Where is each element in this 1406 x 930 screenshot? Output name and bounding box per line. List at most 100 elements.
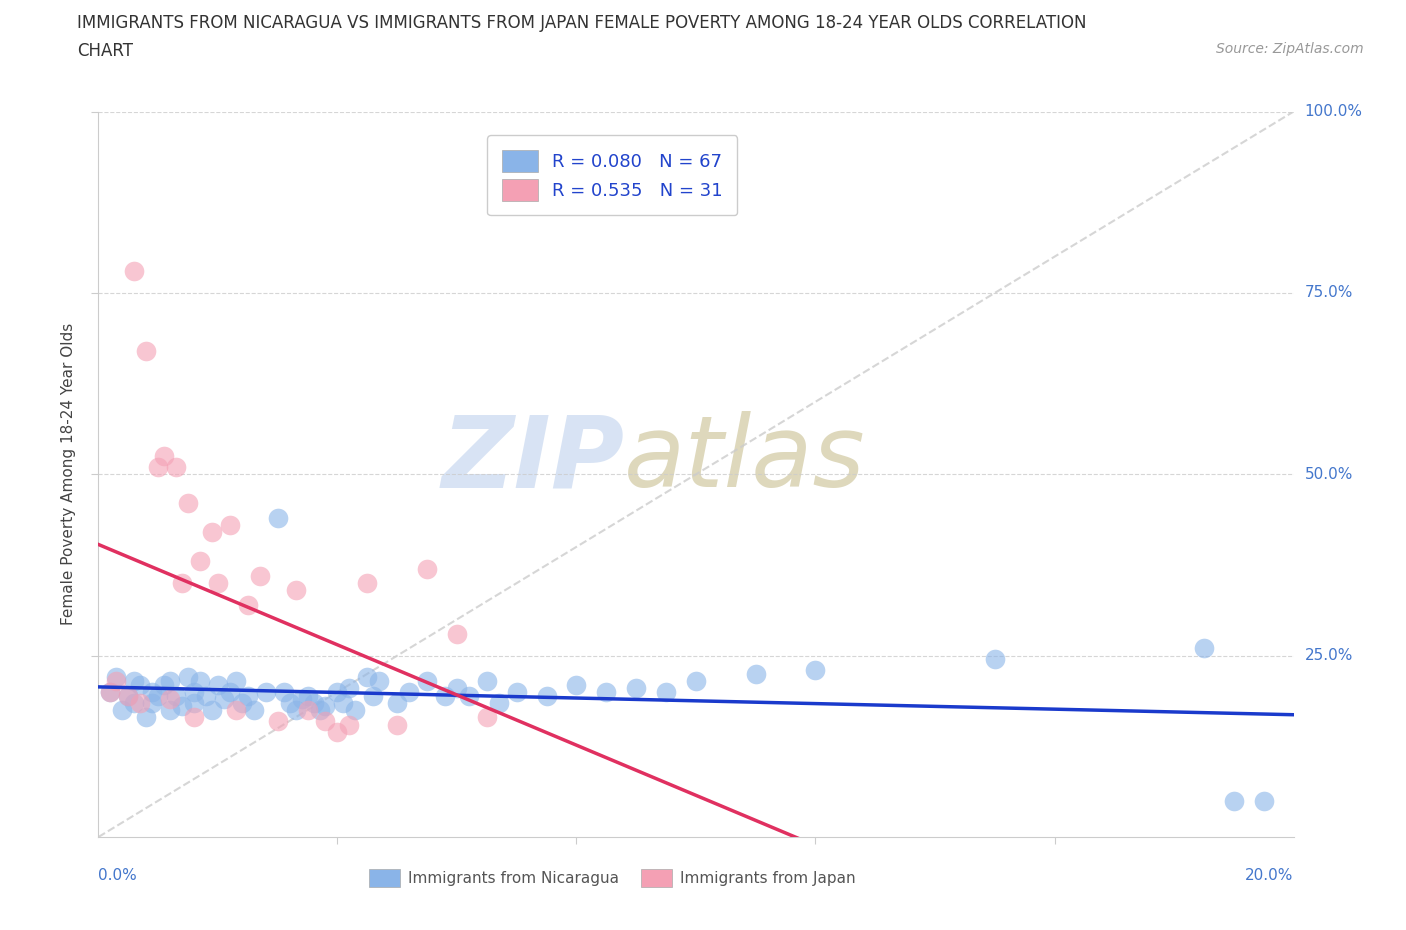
Point <box>117 688 139 703</box>
Point <box>183 696 205 711</box>
Text: 20.0%: 20.0% <box>1246 868 1294 883</box>
Point <box>141 684 163 699</box>
Text: 100.0%: 100.0% <box>1305 104 1362 119</box>
Point <box>236 597 259 612</box>
Point <box>212 692 235 707</box>
Point <box>1192 641 1215 656</box>
Point <box>655 684 678 699</box>
Point <box>595 684 617 699</box>
Point <box>536 688 558 703</box>
Point <box>434 688 457 703</box>
Point <box>363 688 385 703</box>
Point <box>804 663 827 678</box>
Text: CHART: CHART <box>77 42 134 60</box>
Point <box>475 673 498 688</box>
Point <box>416 561 439 576</box>
Point <box>141 696 163 711</box>
Point <box>1253 793 1275 808</box>
Point <box>385 717 409 732</box>
Point <box>398 684 420 699</box>
Point <box>195 688 218 703</box>
Text: 25.0%: 25.0% <box>1305 648 1353 663</box>
Point <box>165 459 187 474</box>
Point <box>984 652 1007 667</box>
Point <box>188 673 211 688</box>
Point <box>129 696 152 711</box>
Point <box>124 264 146 279</box>
Point <box>339 717 361 732</box>
Point <box>201 703 224 718</box>
Point <box>225 703 247 718</box>
Point <box>159 692 181 707</box>
Point <box>267 713 290 728</box>
Point <box>188 554 211 569</box>
Point <box>273 684 295 699</box>
Point <box>231 696 253 711</box>
Point <box>297 688 319 703</box>
Point <box>1223 793 1246 808</box>
Point <box>356 576 378 591</box>
Point <box>368 673 391 688</box>
Point <box>506 684 529 699</box>
Point <box>278 696 301 711</box>
Legend: Immigrants from Nicaragua, Immigrants from Japan: Immigrants from Nicaragua, Immigrants fr… <box>370 869 855 887</box>
Point <box>267 511 290 525</box>
Point <box>201 525 224 539</box>
Point <box>308 703 330 718</box>
Point <box>183 684 205 699</box>
Point <box>148 688 170 703</box>
Point <box>291 692 314 707</box>
Point <box>458 688 481 703</box>
Point <box>124 696 146 711</box>
Point <box>98 684 122 699</box>
Point <box>315 699 337 714</box>
Point <box>356 670 378 684</box>
Point <box>105 673 128 688</box>
Point <box>385 696 409 711</box>
Point <box>302 696 325 711</box>
Point <box>565 677 588 692</box>
Point <box>339 681 361 696</box>
Point <box>135 343 157 358</box>
Point <box>236 688 259 703</box>
Point <box>183 710 205 724</box>
Point <box>326 724 349 739</box>
Point <box>332 696 354 711</box>
Point <box>685 673 707 688</box>
Point <box>446 681 468 696</box>
Text: 50.0%: 50.0% <box>1305 467 1353 482</box>
Point <box>284 583 307 598</box>
Text: atlas: atlas <box>624 411 866 509</box>
Text: 0.0%: 0.0% <box>98 868 138 883</box>
Point <box>159 673 181 688</box>
Point <box>117 688 139 703</box>
Point <box>416 673 439 688</box>
Point <box>159 703 181 718</box>
Point <box>105 670 128 684</box>
Point <box>745 666 768 681</box>
Point <box>219 518 242 533</box>
Point <box>111 703 134 718</box>
Point <box>177 496 200 511</box>
Y-axis label: Female Poverty Among 18-24 Year Olds: Female Poverty Among 18-24 Year Olds <box>60 324 76 626</box>
Text: IMMIGRANTS FROM NICARAGUA VS IMMIGRANTS FROM JAPAN FEMALE POVERTY AMONG 18-24 YE: IMMIGRANTS FROM NICARAGUA VS IMMIGRANTS … <box>77 14 1087 32</box>
Point <box>475 710 498 724</box>
Point <box>315 713 337 728</box>
Text: 75.0%: 75.0% <box>1305 286 1353 300</box>
Point <box>207 677 229 692</box>
Point <box>207 576 229 591</box>
Point <box>249 568 271 583</box>
Point <box>153 449 176 464</box>
Point <box>172 699 194 714</box>
Point <box>488 696 510 711</box>
Point <box>626 681 648 696</box>
Point <box>284 703 307 718</box>
Point <box>446 627 468 642</box>
Point <box>129 677 152 692</box>
Point <box>344 703 367 718</box>
Point <box>148 459 170 474</box>
Point <box>153 677 176 692</box>
Point <box>135 710 157 724</box>
Point <box>219 684 242 699</box>
Point <box>297 703 319 718</box>
